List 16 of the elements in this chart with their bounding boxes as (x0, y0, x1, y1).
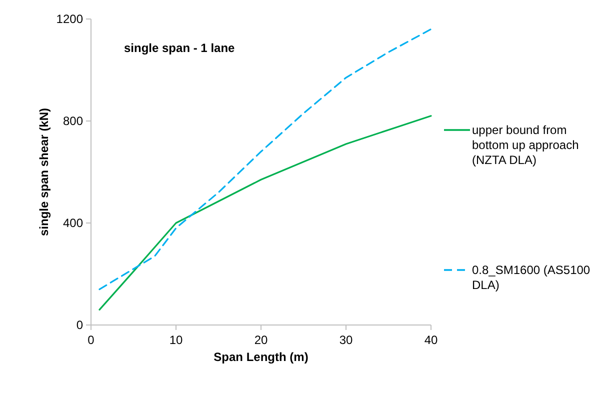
legend-label: upper bound from bottom up approach (NZTA DLA) (472, 123, 579, 168)
legend-label: 0.8_SM1600 (AS5100 DLA) (472, 263, 590, 292)
y-tick-label: 800 (62, 114, 84, 128)
y-axis-title: single span shear (kN) (37, 108, 51, 236)
line-series (98, 115, 432, 310)
line-series (98, 28, 432, 290)
x-axis-title: Span Length (m) (214, 350, 308, 364)
y-tick-label: 0 (76, 318, 84, 332)
x-tick-label: 40 (424, 333, 438, 347)
y-tick-label: 1200 (56, 12, 84, 26)
y-tick-label: 400 (62, 216, 84, 230)
x-tick-label: 0 (88, 333, 95, 347)
x-tick-label: 30 (339, 333, 353, 347)
annotation: single span - 1 lane (124, 41, 236, 55)
x-tick-label: 10 (169, 333, 183, 347)
x-tick-label: 20 (254, 333, 268, 347)
